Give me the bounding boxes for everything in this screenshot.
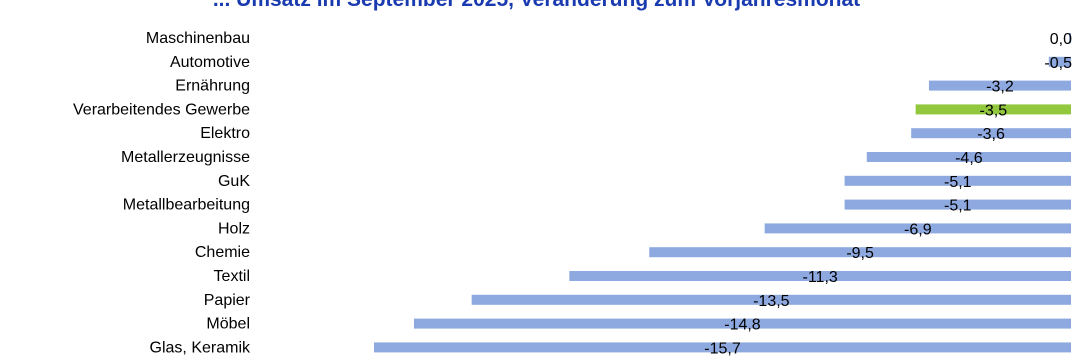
data-label: -15,7 [704, 340, 741, 357]
bar [569, 271, 1071, 281]
data-label: -13,5 [753, 293, 790, 310]
category-label: Papier [204, 292, 251, 309]
category-label: GuK [218, 173, 250, 190]
bar [911, 128, 1071, 139]
data-label: -4,6 [955, 150, 983, 167]
bar [1048, 56, 1071, 67]
data-label: 0,0 [1050, 31, 1072, 48]
bar [928, 80, 1071, 91]
bar [764, 223, 1071, 234]
category-label: Elektro [200, 125, 250, 142]
category-label: Maschinenbau [146, 30, 250, 47]
category-label: Verarbeitendes Gewerbe [73, 101, 250, 118]
category-label: Metallerzeugnisse [121, 149, 250, 166]
chart-title: ... Umsatz im September 2025, Veränderun… [0, 0, 1073, 12]
data-label: -0,5 [1044, 55, 1072, 72]
data-label: -11,3 [803, 269, 838, 286]
bar [866, 152, 1071, 162]
bar [471, 294, 1071, 305]
data-label: -6,9 [904, 221, 932, 238]
category-label: Metallbearbeitung [123, 197, 250, 214]
data-label: -3,5 [980, 102, 1008, 119]
data-label: -3,2 [986, 79, 1014, 96]
category-label: Holz [218, 220, 250, 237]
data-label: -3,6 [977, 126, 1005, 143]
bar [374, 342, 1071, 353]
category-label: Textil [214, 268, 250, 285]
bar [844, 175, 1071, 186]
bar [844, 199, 1071, 210]
data-label: -9,5 [846, 245, 874, 262]
category-label: Chemie [195, 244, 250, 261]
bar [915, 104, 1071, 115]
category-label: Glas, Keramik [150, 339, 251, 356]
bar [649, 247, 1071, 258]
data-label: -5,1 [944, 198, 972, 215]
data-label: -5,1 [944, 174, 972, 191]
category-label: Ernährung [175, 78, 250, 95]
category-label: Möbel [206, 316, 250, 333]
bar [1069, 33, 1071, 43]
bar [413, 318, 1071, 329]
data-label: -14,8 [724, 317, 761, 334]
category-label: Automotive [170, 54, 250, 71]
